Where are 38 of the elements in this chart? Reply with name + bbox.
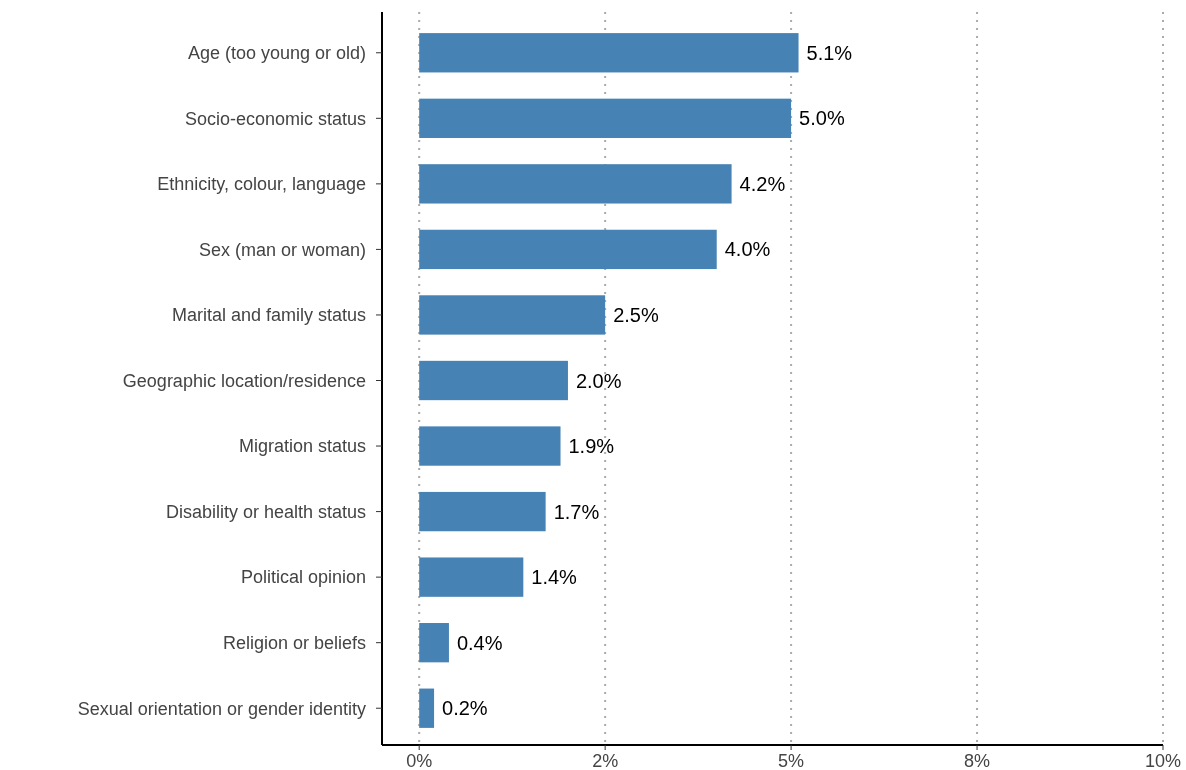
x-tick-label: 8% <box>964 751 991 770</box>
x-tick-label: 10% <box>1144 751 1182 770</box>
data-label: 5.0% <box>799 107 845 130</box>
bar <box>419 688 435 728</box>
y-tick-label: Socio-economic status <box>184 108 366 129</box>
y-tick-label: Ethnicity, colour, language <box>157 174 366 195</box>
data-label: 1.9% <box>568 435 615 458</box>
bar <box>419 360 568 401</box>
data-label: 1.7% <box>553 500 600 523</box>
bar <box>419 229 717 270</box>
bar <box>419 623 449 663</box>
bar <box>419 491 546 532</box>
data-label: 2.0% <box>575 369 622 392</box>
data-label: 1.4% <box>531 566 578 589</box>
y-tick-label: Political opinion <box>240 567 366 588</box>
y-tick-label: Geographic location/residence <box>122 370 366 391</box>
y-tick-label: Disability or health status <box>165 501 366 522</box>
y-tick-label: Religion or beliefs <box>222 632 366 653</box>
bar <box>419 33 799 73</box>
y-tick-label: Sexual orientation or gender identity <box>77 698 366 719</box>
y-tick-label: Migration status <box>238 436 366 457</box>
data-label: 5.1% <box>806 41 853 64</box>
y-tick-label: Age (too young or old) <box>187 43 366 64</box>
y-tick-label: Sex (man or woman) <box>198 239 366 260</box>
x-tick-label: 5% <box>778 751 805 770</box>
data-label: 4.0% <box>724 238 771 261</box>
data-label: 2.5% <box>613 303 659 326</box>
y-tick-label: Marital and family status <box>171 305 366 326</box>
bar <box>419 295 606 335</box>
data-label: 0.2% <box>442 697 488 720</box>
data-label: 0.4% <box>456 631 503 654</box>
bar <box>419 98 792 138</box>
bar <box>419 557 524 597</box>
x-tick-label: 2% <box>592 751 619 770</box>
x-tick-label: 0% <box>406 751 433 770</box>
bar <box>419 164 732 204</box>
bar <box>419 426 561 466</box>
data-label: 4.2% <box>739 172 786 195</box>
